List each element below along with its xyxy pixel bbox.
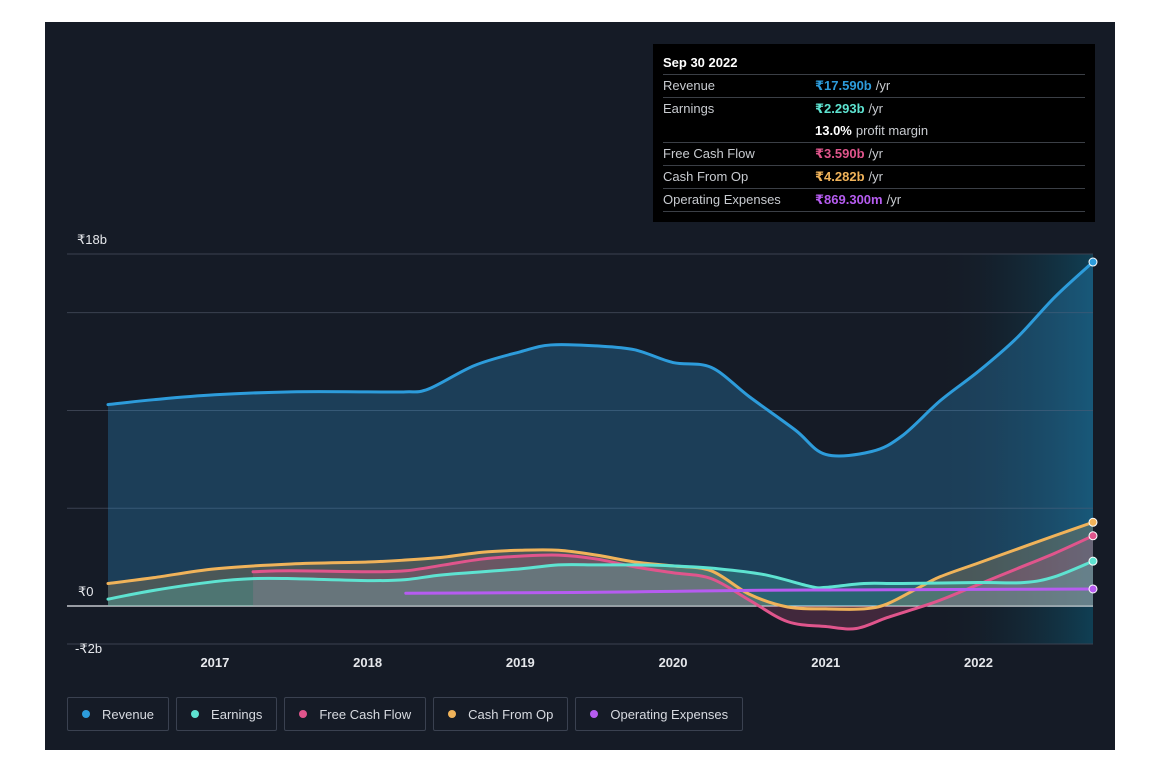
earnings-line	[106, 559, 1095, 601]
revenue-end-point	[1088, 257, 1098, 267]
free-cash-flow-end-point	[1088, 531, 1098, 541]
tooltip-panel: Sep 30 2022 Revenue ₹17.590b /yr Earning…	[653, 44, 1095, 222]
legend-dot-icon	[448, 710, 457, 718]
tooltip-unit: /yr	[868, 146, 883, 161]
y-label-top: ₹18b	[77, 232, 107, 247]
free-cash-flow-line	[251, 534, 1095, 631]
tooltip-label	[663, 120, 815, 142]
tooltip-label: Free Cash Flow	[663, 146, 755, 161]
legend-dot-icon	[590, 710, 599, 718]
tooltip-unit: profit margin	[855, 123, 929, 138]
legend-label: Free Cash Flow	[319, 706, 412, 722]
legend-item-revenue[interactable]: Revenue	[67, 697, 170, 731]
chart-panel: ₹18b ₹0 -₹2b 2017 2018 2019 2020 2021 2022 Sep 3…	[45, 22, 1115, 750]
y-label-bottom: -₹2b	[75, 641, 102, 656]
x-tick-label: 2019	[506, 655, 535, 670]
legend-label: Revenue	[102, 706, 155, 722]
x-tick-label: 2017	[200, 655, 229, 670]
legend-label: Cash From Op	[468, 706, 554, 722]
tooltip-value: 13.0%	[815, 123, 852, 138]
earnings-end-point	[1088, 556, 1098, 566]
cash-from-op-end-point	[1088, 517, 1098, 527]
tooltip-row-earnings: Earnings ₹2.293b /yr	[663, 98, 1085, 120]
tooltip-row-free-cash-flow: Free Cash Flow ₹3.590b /yr	[663, 143, 1085, 166]
tooltip-label: Earnings	[663, 101, 715, 116]
legend-item-earnings[interactable]: Earnings	[176, 697, 278, 731]
legend-dot-icon	[191, 710, 200, 718]
chart-legend: Revenue Earnings Free Cash Flow Cash Fro…	[67, 697, 744, 731]
operating-expenses-end-point	[1088, 584, 1098, 594]
legend-item-free-cash-flow[interactable]: Free Cash Flow	[284, 697, 427, 731]
legend-dot-icon	[82, 710, 90, 718]
tooltip-value: ₹869.300m	[815, 192, 883, 207]
legend-item-cash-from-op[interactable]: Cash From Op	[433, 697, 569, 731]
tooltip-label: Operating Expenses	[663, 192, 781, 207]
legend-dot-icon	[299, 710, 308, 718]
tooltip-label: Revenue	[663, 78, 716, 93]
earnings-area	[108, 561, 1093, 606]
revenue-area	[108, 262, 1093, 606]
tooltip-row-profit-margin: 13.0% profit margin	[663, 120, 1085, 143]
tooltip-unit: /yr	[875, 78, 891, 93]
legend-label: Operating Expenses	[610, 706, 729, 722]
tooltip-date: Sep 30 2022	[663, 52, 1085, 75]
x-tick-label: 2022	[964, 655, 993, 670]
legend-item-operating-expenses[interactable]: Operating Expenses	[575, 697, 744, 731]
tooltip-row-operating-expenses: Operating Expenses ₹869.300m /yr	[663, 189, 1085, 212]
tooltip-value: ₹3.590b	[815, 146, 865, 161]
tooltip-value: ₹17.590b	[815, 78, 872, 93]
tooltip-row-cash-from-op: Cash From Op ₹4.282b /yr	[663, 166, 1085, 189]
x-tick-label: 2020	[659, 655, 688, 670]
free-cash-flow-area	[253, 535, 1093, 629]
tooltip-value: ₹4.282b	[815, 169, 865, 184]
x-tick-label: 2021	[811, 655, 840, 670]
tooltip-row-revenue: Revenue ₹17.590b /yr	[663, 75, 1085, 98]
operating-expenses-line	[404, 587, 1095, 595]
forecast-region	[940, 254, 1093, 644]
x-tick-label: 2018	[353, 655, 382, 670]
tooltip-label: Cash From Op	[663, 169, 749, 184]
tooltip-unit: /yr	[868, 169, 883, 184]
tooltip-unit: /yr	[886, 192, 902, 207]
tooltip-value: ₹2.293b	[815, 101, 865, 116]
revenue-line	[106, 260, 1095, 458]
tooltip-unit: /yr	[868, 101, 883, 116]
y-label-zero: ₹0	[78, 584, 94, 599]
chart-svg: ₹18b ₹0 -₹2b 2017 2018 2019 2020 2021 2022	[67, 232, 1098, 670]
legend-label: Earnings	[211, 706, 263, 722]
